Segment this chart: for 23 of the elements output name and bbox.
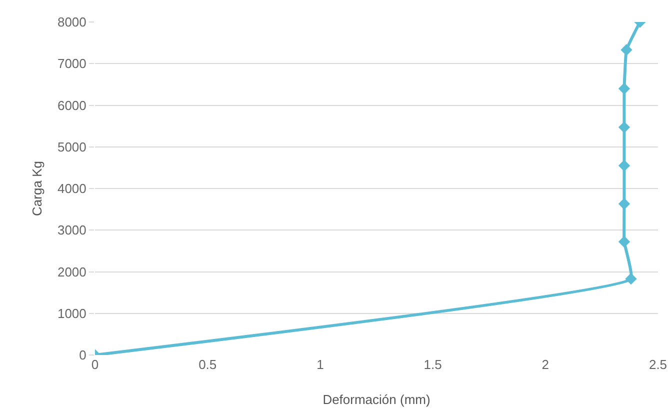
- y-tick-label: 3000: [57, 222, 86, 238]
- y-tick-label: 4000: [57, 181, 86, 196]
- point: [618, 236, 630, 248]
- point: [618, 198, 630, 210]
- point: [625, 272, 637, 285]
- x-tick-label: 1.5: [424, 357, 442, 372]
- x-tick-label: 0.5: [198, 357, 217, 372]
- x-tick-label: 2.5: [648, 357, 668, 372]
- y-tick-label: 2000: [57, 264, 86, 280]
- y-tick-label: 5000: [57, 139, 86, 154]
- point: [618, 160, 630, 172]
- point: [620, 44, 632, 56]
- y-tick-label: 8000: [57, 14, 86, 30]
- x-tick-label: 2: [542, 357, 550, 372]
- x-axis-title: Deformación (mm): [322, 392, 430, 407]
- y-axis-title: Carga Kg: [29, 161, 44, 216]
- point: [618, 82, 630, 94]
- point: [618, 121, 630, 134]
- x-tick-label: 1: [316, 357, 324, 372]
- y-tick-label: 7000: [57, 56, 86, 72]
- y-tick-label: 1000: [57, 306, 86, 321]
- y-tick-label: 6000: [57, 98, 86, 113]
- x-tick-label: 0: [91, 357, 99, 372]
